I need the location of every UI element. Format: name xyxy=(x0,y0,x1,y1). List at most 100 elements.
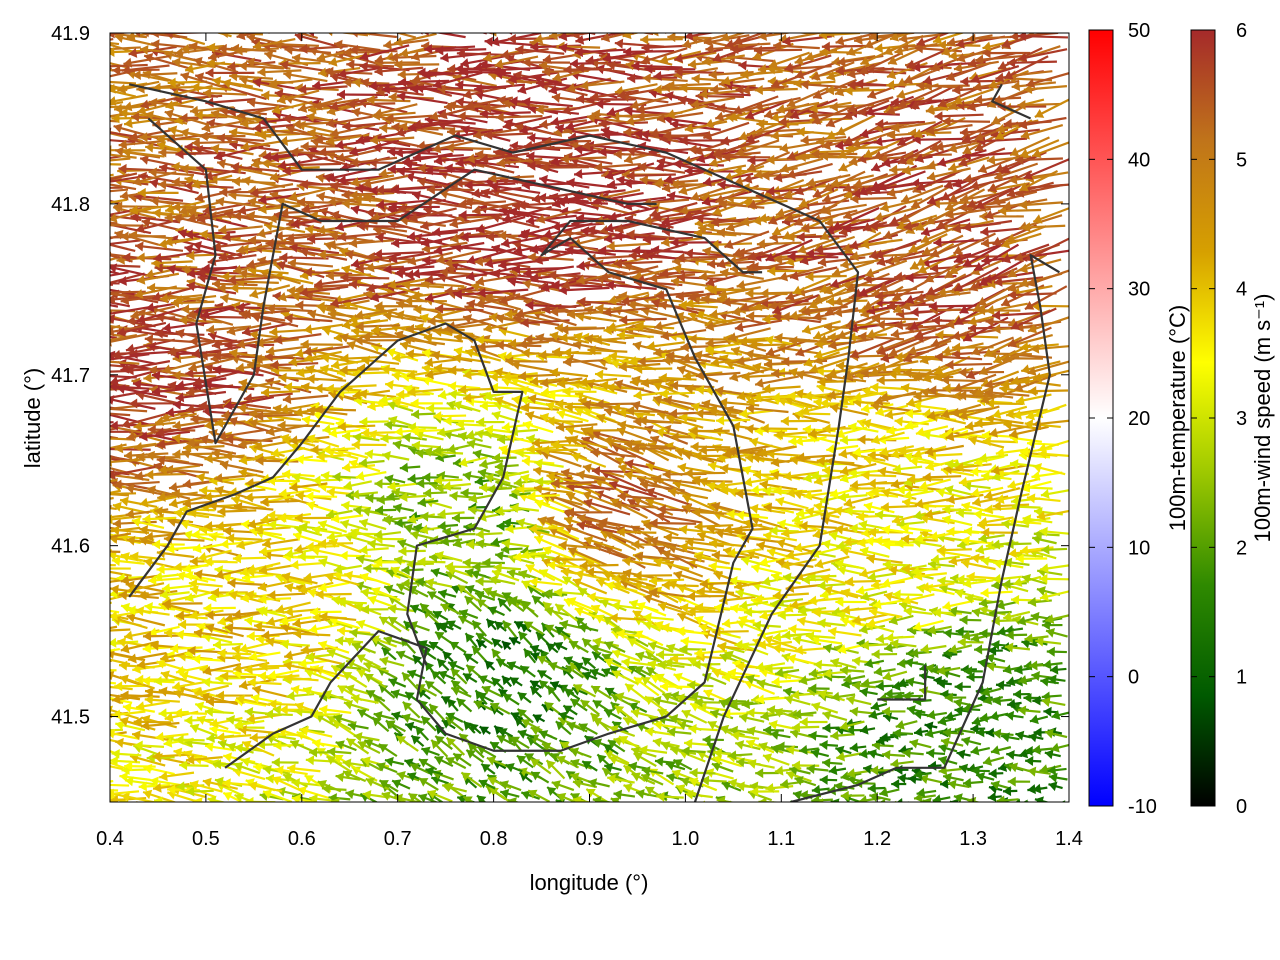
wind-vector xyxy=(391,779,411,790)
wind-vector xyxy=(747,759,775,769)
wind-vector xyxy=(1048,781,1063,792)
wind-vector xyxy=(771,801,774,802)
wind-vector xyxy=(110,311,113,314)
wind-vector xyxy=(110,761,127,770)
wind-vector xyxy=(684,789,713,800)
wind-vector xyxy=(524,752,544,766)
wind-vector xyxy=(901,802,925,812)
wind-vector xyxy=(200,19,248,29)
wind-vector xyxy=(73,757,109,767)
temperature-tick-label: -10 xyxy=(1128,796,1157,818)
wind-vector xyxy=(59,335,110,345)
wind-vector xyxy=(59,240,107,250)
wind-vector xyxy=(376,762,398,774)
wind-vector xyxy=(378,779,399,793)
wind-vector xyxy=(840,790,865,801)
wind-vector xyxy=(610,797,621,802)
wind-vector xyxy=(110,504,112,508)
wind-vector xyxy=(110,496,114,500)
wind-vector xyxy=(530,757,552,775)
wind-vector xyxy=(207,795,227,802)
wind-vector xyxy=(291,778,321,789)
wind-vector xyxy=(462,795,475,802)
wind-vector xyxy=(67,183,110,193)
wind-vector xyxy=(743,22,789,32)
wind-vector xyxy=(1002,786,1018,797)
wind-vector xyxy=(1048,772,1068,783)
wind-vector xyxy=(996,795,1019,802)
wind-vector xyxy=(384,756,405,767)
wind-vector xyxy=(287,23,334,33)
wind-vector xyxy=(586,33,596,36)
wind-vector xyxy=(153,796,175,802)
wind-vector xyxy=(222,791,245,802)
temperature-tick-label: 40 xyxy=(1128,149,1150,171)
wind-vector xyxy=(60,394,106,404)
wind-vector xyxy=(785,770,812,783)
wind-vector xyxy=(79,671,110,683)
wind-vector xyxy=(258,11,304,27)
wind-vector xyxy=(248,781,283,793)
x-tick-label: 0.8 xyxy=(480,828,508,850)
wind-vector xyxy=(101,15,142,29)
wind-vector xyxy=(591,17,637,28)
wind-vector xyxy=(765,783,794,793)
wind-vector xyxy=(527,789,551,802)
wind-tick-label: 4 xyxy=(1236,279,1247,301)
wind-vector xyxy=(110,783,130,787)
wind-vector xyxy=(830,798,840,802)
wind-vector xyxy=(932,794,951,802)
wind-vector xyxy=(603,762,622,773)
x-tick-label: 1.0 xyxy=(671,828,699,850)
wind-vector xyxy=(138,781,170,792)
wind-vector xyxy=(110,67,112,71)
wind-vector xyxy=(879,798,886,802)
wind-vector xyxy=(110,283,114,286)
wind-vector xyxy=(120,792,156,802)
wind-vector xyxy=(403,17,448,27)
wind-vector xyxy=(476,794,487,802)
wind-vector xyxy=(407,792,423,802)
wind-vector xyxy=(520,790,541,800)
wind-vector xyxy=(142,789,177,802)
wind-vector xyxy=(962,777,984,788)
wind-vector xyxy=(665,760,686,771)
wind-vector xyxy=(819,774,838,785)
wind-vector xyxy=(326,755,351,772)
wind-vector xyxy=(869,792,891,802)
wind-vector xyxy=(688,777,718,792)
wind-vector xyxy=(124,776,156,787)
wind-vector xyxy=(342,769,367,783)
wind-vector xyxy=(891,779,907,790)
wind-vector xyxy=(274,765,308,776)
wind-vector xyxy=(344,23,392,33)
wind-vector xyxy=(110,251,112,255)
wind-vector xyxy=(110,659,112,662)
wind-vector xyxy=(189,780,223,793)
wind-vector xyxy=(68,127,110,137)
wind-vector xyxy=(879,787,900,798)
wind-vector xyxy=(967,796,982,802)
wind-vector xyxy=(631,772,656,785)
wind-vector xyxy=(545,759,566,780)
wind-vector xyxy=(321,783,347,794)
wind-vector xyxy=(635,788,659,799)
wind-vector xyxy=(641,766,664,776)
wind-vector xyxy=(66,99,107,110)
wind-vector xyxy=(265,33,270,34)
wind-vector xyxy=(445,756,467,770)
wind-vector xyxy=(262,764,290,775)
x-tick-label: 0.9 xyxy=(576,828,604,850)
wind-vector xyxy=(206,23,252,33)
y-tick-label: 41.5 xyxy=(51,707,90,729)
wind-vector xyxy=(110,765,124,771)
wind-vector xyxy=(721,781,742,792)
wind-vector xyxy=(990,780,1012,791)
wind-vector xyxy=(942,772,964,783)
wind-vector xyxy=(480,762,496,775)
wind-vector xyxy=(441,782,467,793)
wind-vector xyxy=(516,754,534,769)
wind-vectors xyxy=(59,11,1069,812)
x-axis-label: longitude (°) xyxy=(530,870,649,895)
